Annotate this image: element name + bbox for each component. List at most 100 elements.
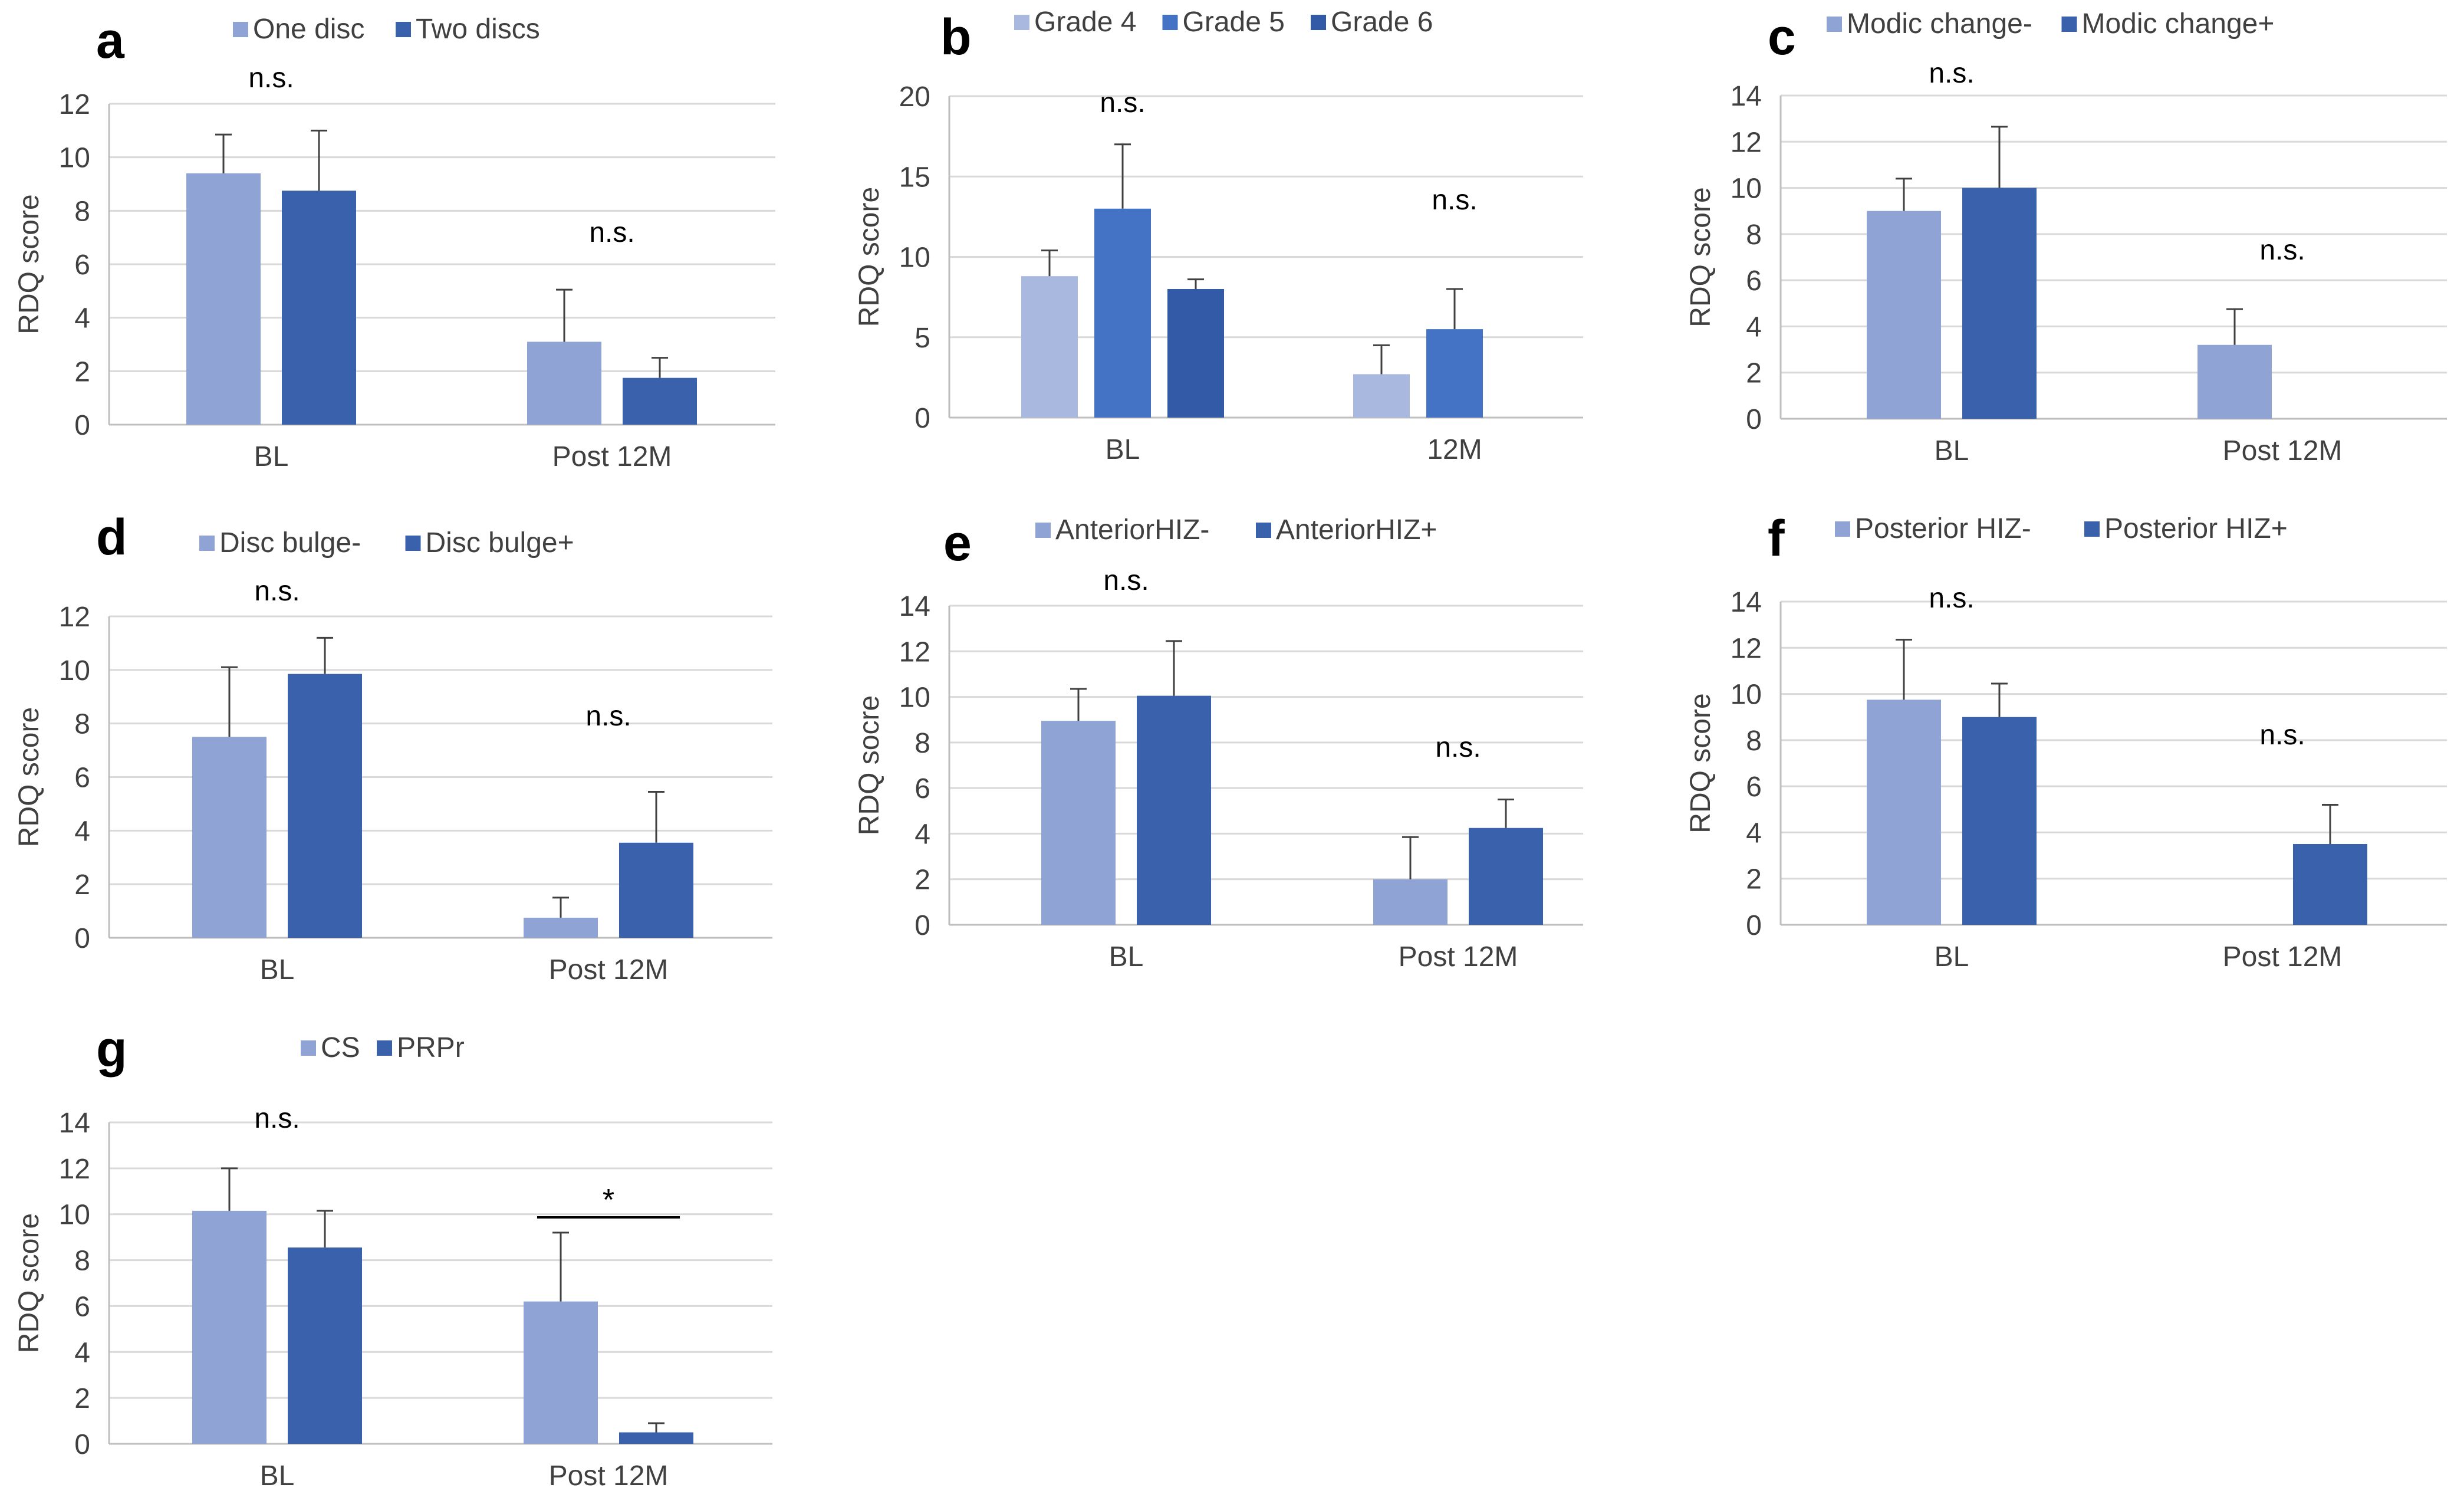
y-tick-label: 14 (1731, 587, 1762, 618)
bar-prpr-1 (619, 1432, 693, 1444)
x-tick-label: BL (1935, 435, 1969, 467)
y-tick-label: 8 (74, 1246, 90, 1277)
legend-entry: CS (321, 1032, 360, 1063)
bar-modic-change--0 (1962, 188, 2037, 419)
legend-swatch (1835, 521, 1850, 537)
bar-posterior-hiz--1 (2293, 844, 2367, 925)
y-tick-label: 2 (1746, 358, 1762, 389)
x-tick-label: Post 12M (2223, 941, 2343, 973)
legend-swatch (2061, 17, 2077, 32)
y-tick-label: 20 (899, 81, 930, 113)
bar-disc-bulge--0 (288, 674, 362, 938)
x-tick-label: BL (1109, 941, 1144, 973)
y-tick-label: 8 (1746, 725, 1762, 757)
y-tick-label: 0 (1746, 910, 1762, 941)
legend-entry: Posterior HIZ+ (2104, 513, 2288, 544)
annotation-ns: n.s. (2259, 235, 2305, 266)
legend-swatch (1827, 17, 1842, 32)
y-tick-label: 6 (74, 1291, 90, 1322)
y-tick-label: 10 (59, 143, 90, 174)
y-tick-label: 2 (1746, 864, 1762, 895)
y-tick-label: 4 (1746, 817, 1762, 849)
x-tick-label: BL (260, 1460, 295, 1492)
legend-entry: Two discs (416, 14, 540, 45)
legend-entry: Modic change- (1847, 8, 2032, 40)
y-axis-label: RDQ score (14, 707, 45, 847)
bar-grade-4-0 (1021, 276, 1078, 418)
y-axis-label: RDQ score (1685, 187, 1716, 327)
legend-swatch (199, 536, 215, 551)
y-tick-label: 8 (74, 709, 90, 740)
y-tick-label: 2 (914, 865, 930, 896)
bar-disc-bulge--1 (619, 842, 693, 938)
x-tick-label: Post 12M (2223, 435, 2343, 467)
bar-one-disc-0 (186, 173, 261, 425)
y-tick-label: 6 (74, 249, 90, 281)
y-tick-label: 0 (1746, 404, 1762, 435)
y-tick-label: 10 (59, 1200, 90, 1231)
bar-grade-6-0 (1167, 289, 1224, 418)
y-tick-label: 10 (59, 655, 90, 687)
panel-letter: b (940, 9, 972, 65)
legend-swatch (233, 22, 248, 37)
y-tick-label: 2 (74, 1383, 90, 1414)
legend-entry: Posterior HIZ- (1855, 513, 2031, 544)
y-tick-label: 14 (1731, 81, 1762, 112)
y-tick-label: 0 (74, 1429, 90, 1460)
y-tick-label: 4 (74, 816, 90, 847)
y-tick-label: 0 (914, 403, 930, 434)
bar-grade-5-1 (1426, 329, 1483, 418)
legend-swatch (405, 536, 421, 551)
panel-letter: a (96, 12, 125, 69)
y-tick-label: 0 (914, 910, 930, 941)
bar-two-discs-1 (623, 377, 697, 425)
legend-entry: AnteriorHIZ+ (1276, 514, 1437, 546)
significance-marker: * (603, 1183, 614, 1217)
y-tick-label: 6 (74, 763, 90, 794)
bar-one-disc-1 (527, 341, 601, 425)
y-tick-label: 12 (59, 89, 90, 120)
annotation-ns: n.s. (254, 576, 300, 607)
legend-swatch (1162, 15, 1178, 30)
y-axis-label: RDQ score (14, 1213, 45, 1353)
annotation-ns: n.s. (1929, 583, 1974, 614)
bar-posterior-hiz--0 (1962, 717, 2037, 925)
x-tick-label: BL (1935, 941, 1969, 973)
chart-panel-b: b 0 5 10 15 20 RDQ score BL 12M n.s. n.s. Grade 4 Gr… (854, 6, 1583, 465)
bar-grade-4-1 (1353, 374, 1410, 418)
chart-panel-c: c 0 2 4 6 8 10 12 14 RDQ score BL Post 12M n.s. n.s. M… (1685, 8, 2447, 467)
bar-posterior-hiz--0 (1867, 700, 1941, 925)
bar-two-discs-0 (282, 191, 356, 425)
y-tick-label: 6 (1746, 771, 1762, 803)
bar-anteriorhiz--1 (1469, 827, 1543, 925)
legend-entry: Disc bulge+ (426, 527, 574, 559)
x-tick-label: 12M (1427, 434, 1482, 465)
legend-swatch (396, 22, 411, 37)
chart-panel-d: d 0 2 4 6 8 10 12 RDQ score BL Post 12M n.s. n.s. Dis… (14, 509, 772, 986)
y-tick-label: 8 (1746, 219, 1762, 251)
annotation-ns: n.s. (1103, 565, 1149, 596)
x-tick-label: Post 12M (549, 1460, 669, 1492)
y-tick-label: 10 (1731, 173, 1762, 205)
bar-cs-0 (192, 1210, 267, 1444)
y-tick-label: 2 (74, 869, 90, 901)
y-axis-label: RDQ score (1685, 693, 1716, 833)
annotation-ns: n.s. (589, 217, 634, 248)
annotation-ns: n.s. (254, 1103, 300, 1134)
annotation-ns: n.s. (2259, 720, 2305, 751)
y-tick-label: 10 (899, 682, 930, 714)
legend-entry: Grade 5 (1183, 6, 1285, 38)
legend-entry: Grade 4 (1034, 6, 1136, 38)
chart-panel-g: g 0 2 4 6 8 10 12 14 RDQ score BL Post 12M n.s. * CS PR… (14, 1021, 772, 1492)
y-tick-label: 15 (899, 162, 930, 193)
y-tick-label: 8 (74, 196, 90, 227)
bar-modic-change--1 (2197, 344, 2272, 419)
panel-letter: c (1768, 9, 1796, 65)
legend-swatch (1256, 523, 1271, 538)
legend-entry: AnteriorHIZ- (1055, 514, 1209, 546)
legend-swatch (301, 1040, 316, 1056)
legend-entry: Grade 6 (1331, 6, 1433, 38)
legend-swatch (377, 1040, 392, 1056)
y-tick-label: 12 (1731, 127, 1762, 158)
